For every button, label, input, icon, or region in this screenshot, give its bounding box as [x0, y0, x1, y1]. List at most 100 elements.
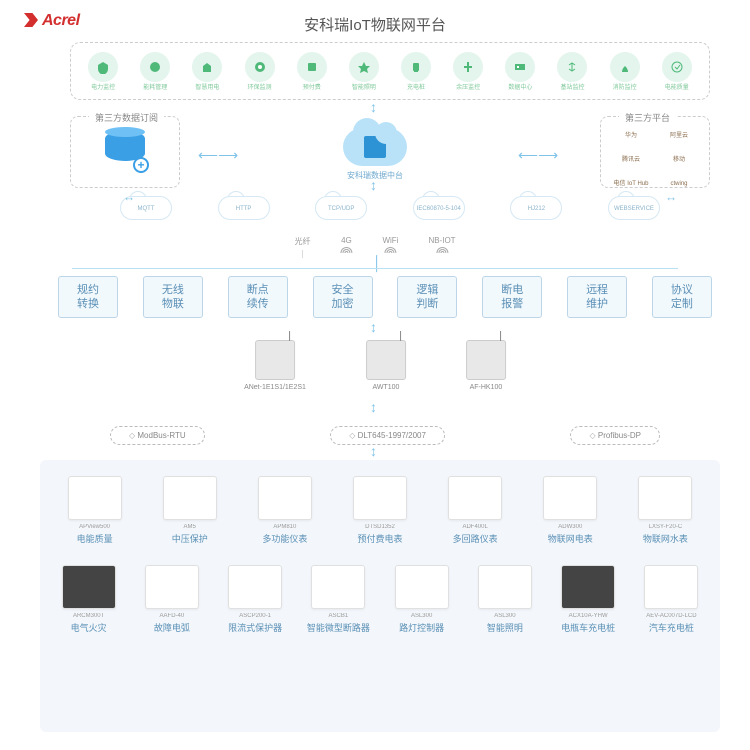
module-label: 充电桩 [401, 85, 431, 91]
product-image [561, 565, 615, 609]
product-item: ARCM300T 电气火灾 [50, 565, 127, 634]
product-item: AM5 中压保护 [145, 476, 234, 545]
third-party-item: 移动 [657, 155, 701, 175]
gateway-row: ANet-1E1S1/1E2S1 AWT100 AF-HK100 [244, 340, 506, 391]
third-party-item: 华为 [609, 131, 653, 151]
brand-logo: Acrel [24, 12, 80, 30]
product-code: APM810 [240, 524, 329, 530]
feature-box: 远程维护 [567, 276, 627, 318]
products-panel: APView500电能质量AM5中压保护APM810多功能仪表DTSD1352预… [40, 460, 720, 732]
connector-line [72, 268, 678, 269]
connectivity-item: 光纤｜ [294, 236, 310, 260]
platform-module: 基站监控 [557, 52, 587, 91]
product-code: AAFD-40 [133, 613, 210, 619]
arrow-icon: ⟵⟶ [198, 148, 238, 162]
platform-module: 环保监测 [245, 52, 275, 91]
module-icon [401, 52, 431, 82]
third-party-item: ctwing [657, 179, 701, 199]
product-name: 电能质量 [50, 532, 139, 545]
product-image [353, 476, 407, 520]
product-item: ASCP200-1限流式保护器 [217, 565, 294, 634]
module-label: 预付费 [297, 85, 327, 91]
product-name: 预付费电表 [335, 532, 424, 545]
product-image [145, 565, 199, 609]
product-code: ADW300 [526, 524, 615, 530]
device-icon [366, 340, 406, 380]
protocol-clouds: MQTTHTTPTCP/UDPIEC60870-5-104HJ212WEBSER… [120, 196, 660, 220]
connectivity-item: 4G [340, 236, 352, 260]
platform-module: 数据中心 [505, 52, 535, 91]
database-icon: + [105, 131, 145, 171]
module-label: 智能照明 [349, 85, 379, 91]
product-name: 智能照明 [466, 621, 543, 634]
connectivity-item: WiFi [382, 236, 398, 260]
third-party-item: 阿里云 [657, 131, 701, 151]
connectivity-item: NB-IOT [428, 236, 455, 260]
product-code: ACX10A-YHW [550, 613, 627, 619]
gateway-device: AWT100 [366, 340, 406, 391]
arrow-icon: ↕ [370, 100, 377, 114]
module-icon [192, 52, 222, 82]
device-icon [255, 340, 295, 380]
product-code: APView500 [50, 524, 139, 530]
product-item: ASL300 智能照明 [466, 565, 543, 634]
module-icon [140, 52, 170, 82]
product-name: 智能微型断路器 [300, 621, 377, 634]
module-icon [453, 52, 483, 82]
feature-box: 断点续传 [228, 276, 288, 318]
product-image [638, 476, 692, 520]
platform-box: 电力监控能耗管理 智慧用电环保监测 预付费 智能照明 充电桩 余压监控 数据中心 基站监控消防… [70, 42, 710, 100]
platform-module: 电能质量 [662, 52, 692, 91]
product-image [258, 476, 312, 520]
module-icon [610, 52, 640, 82]
module-icon [245, 52, 275, 82]
product-code: AM5 [145, 524, 234, 530]
device-icon [466, 340, 506, 380]
module-icon [349, 52, 379, 82]
module-label: 数据中心 [505, 85, 535, 91]
protocol-cloud: TCP/UDP [315, 196, 367, 220]
feature-box: 协议定制 [652, 276, 712, 318]
arrow-icon: ↕ [124, 196, 136, 202]
product-name: 多功能仪表 [240, 532, 329, 545]
product-image [478, 565, 532, 609]
third-party-platform-box: 第三方平台 华为阿里云腾讯云移动电信 IoT Hubctwing [600, 116, 710, 188]
product-item: AEV-AC007D-LCD汽车充电桩 [633, 565, 710, 634]
arrow-icon: ↕ [370, 400, 377, 414]
product-item: ASCB1智能微型断路器 [300, 565, 377, 634]
module-label: 能耗管理 [140, 85, 170, 91]
platform-module: 消防监控 [610, 52, 640, 91]
product-image [543, 476, 597, 520]
arrow-icon: ↕ [666, 196, 678, 202]
module-icon [88, 52, 118, 82]
platform-module: 电力监控 [88, 52, 118, 91]
fieldbus-item: Profibus-DP [570, 426, 660, 445]
product-item: ADW300 物联网电表 [526, 476, 615, 545]
module-label: 余压监控 [453, 85, 483, 91]
module-icon [297, 52, 327, 82]
device-code: AF-HK100 [466, 384, 506, 391]
product-name: 电气火灾 [50, 621, 127, 634]
product-code: ARCM300T [50, 613, 127, 619]
feature-box: 安全加密 [313, 276, 373, 318]
feature-box: 规约转换 [58, 276, 118, 318]
feature-box: 断电报警 [482, 276, 542, 318]
product-image [62, 565, 116, 609]
left-box-title: 第三方数据订阅 [89, 111, 164, 124]
product-code: ASL300 [466, 613, 543, 619]
product-image [311, 565, 365, 609]
product-name: 物联网电表 [526, 532, 615, 545]
platform-module: 智能照明 [349, 52, 379, 91]
product-name: 故障电弧 [133, 621, 210, 634]
product-code: AEV-AC007D-LCD [633, 613, 710, 619]
arrow-icon: ⟵⟶ [518, 148, 558, 162]
product-name: 物联网水表 [621, 532, 710, 545]
center-cloud: 安科瑞数据中台 [343, 128, 407, 181]
fieldbus-item: ModBus-RTU [110, 426, 205, 445]
module-label: 消防监控 [610, 85, 640, 91]
module-label: 环保监测 [245, 85, 275, 91]
platform-module: 智慧用电 [192, 52, 222, 91]
product-name: 中压保护 [145, 532, 234, 545]
protocol-cloud: IEC60870-5-104 [413, 196, 465, 220]
device-code: ANet-1E1S1/1E2S1 [244, 384, 306, 391]
